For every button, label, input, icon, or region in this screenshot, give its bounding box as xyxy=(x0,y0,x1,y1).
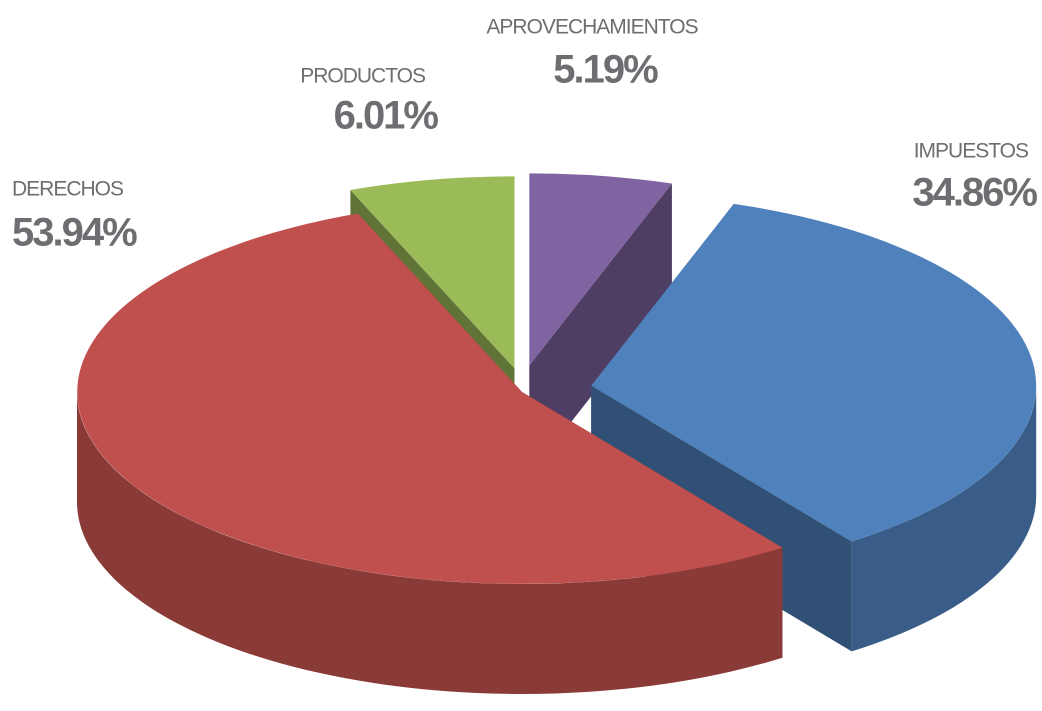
pie-slice xyxy=(350,176,515,369)
pie-slice xyxy=(529,173,672,366)
slice-value-label: 53.94% xyxy=(12,211,137,255)
slice-name: PRODUCTOS xyxy=(300,65,426,88)
pie-slice xyxy=(77,213,783,584)
slice-value-label: 34.86% xyxy=(912,171,1037,215)
slice-cut-face xyxy=(529,183,672,476)
slice-name: DERECHOS xyxy=(12,178,124,201)
pie-slice xyxy=(591,203,1037,542)
slice-value-label: 5.19% xyxy=(553,48,658,92)
slice-side xyxy=(77,392,783,695)
slice-name: APROVECHAMIENTOS xyxy=(486,16,698,39)
slice-side xyxy=(851,385,1037,652)
slice-name: IMPUESTOS xyxy=(914,140,1029,163)
slice-value-label: 6.01% xyxy=(334,94,439,138)
